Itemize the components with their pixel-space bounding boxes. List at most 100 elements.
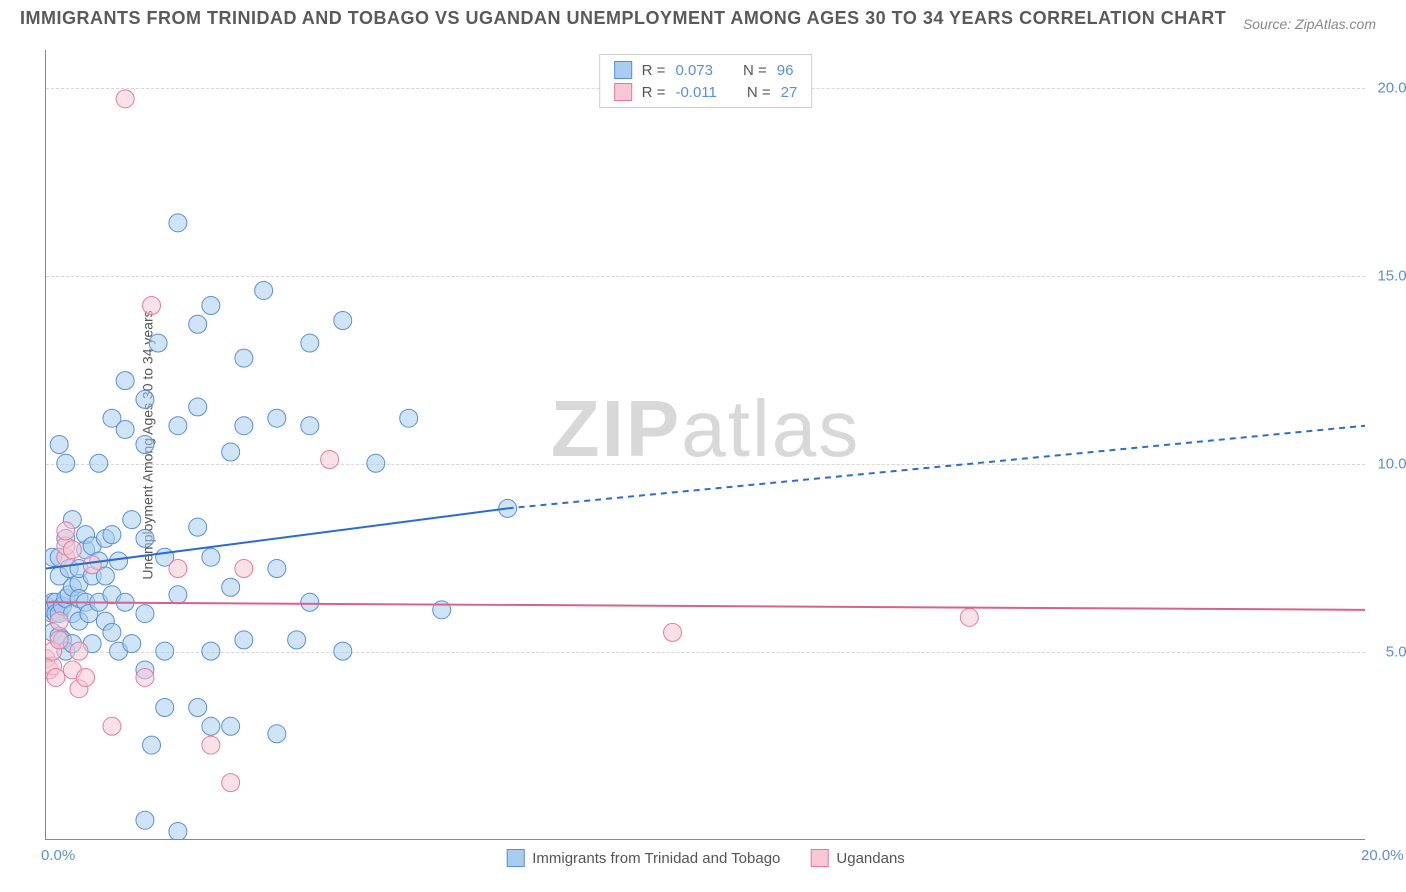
legend-n-label: N =: [743, 62, 767, 79]
scatter-point: [268, 409, 286, 427]
scatter-point: [136, 390, 154, 408]
scatter-point: [334, 312, 352, 330]
scatter-point: [189, 315, 207, 333]
scatter-point: [367, 454, 385, 472]
legend-series-label: Immigrants from Trinidad and Tobago: [532, 850, 780, 867]
scatter-point: [202, 736, 220, 754]
legend-r-value: 0.073: [675, 62, 713, 79]
chart-container: Unemployment Among Ages 30 to 34 years Z…: [45, 50, 1365, 840]
scatter-point: [90, 454, 108, 472]
scatter-point: [301, 417, 319, 435]
y-tick-label: 15.0%: [1377, 267, 1406, 284]
scatter-point: [222, 774, 240, 792]
scatter-point: [136, 529, 154, 547]
scatter-point: [222, 578, 240, 596]
scatter-point: [57, 454, 75, 472]
scatter-point: [301, 334, 319, 352]
scatter-point: [77, 668, 95, 686]
scatter-plot-svg: [46, 50, 1365, 839]
legend-swatch: [614, 83, 632, 101]
scatter-point: [202, 548, 220, 566]
legend-r-label: R =: [642, 62, 666, 79]
scatter-point: [156, 642, 174, 660]
scatter-point: [235, 559, 253, 577]
scatter-point: [169, 586, 187, 604]
x-tick-label: 20.0%: [1361, 847, 1404, 864]
scatter-point: [149, 334, 167, 352]
scatter-point: [268, 559, 286, 577]
source-attribution: Source: ZipAtlas.com: [1243, 16, 1376, 32]
scatter-point: [288, 631, 306, 649]
scatter-point: [202, 717, 220, 735]
scatter-point: [189, 398, 207, 416]
legend-r-value: -0.011: [675, 84, 716, 101]
scatter-point: [222, 443, 240, 461]
scatter-point: [189, 699, 207, 717]
legend-r-label: R =: [642, 84, 666, 101]
scatter-point: [321, 451, 339, 469]
legend-series-item: Immigrants from Trinidad and Tobago: [506, 849, 780, 867]
legend-n-value: 96: [777, 62, 794, 79]
regression-line-extrapolated: [508, 426, 1365, 509]
scatter-point: [156, 699, 174, 717]
scatter-point: [143, 296, 161, 314]
scatter-point: [110, 552, 128, 570]
scatter-point: [169, 822, 187, 839]
legend-swatch: [614, 61, 632, 79]
scatter-point: [268, 725, 286, 743]
scatter-point: [123, 511, 141, 529]
scatter-point: [169, 559, 187, 577]
scatter-point: [50, 631, 68, 649]
scatter-point: [960, 608, 978, 626]
scatter-point: [70, 642, 88, 660]
legend-series: Immigrants from Trinidad and Tobago Ugand…: [506, 849, 905, 867]
scatter-point: [664, 623, 682, 641]
scatter-point: [116, 420, 134, 438]
y-tick-label: 20.0%: [1377, 79, 1406, 96]
scatter-point: [103, 623, 121, 641]
chart-title: IMMIGRANTS FROM TRINIDAD AND TOBAGO VS U…: [20, 8, 1226, 29]
plot-area: ZIPatlas 5.0%10.0%15.0%20.0% R =0.073N =…: [45, 50, 1365, 840]
legend-correlation-row: R = 0.073 N = 96: [614, 59, 798, 81]
scatter-point: [400, 409, 418, 427]
scatter-point: [143, 736, 161, 754]
legend-series-item: Ugandans: [810, 849, 904, 867]
legend-n-value: 27: [781, 84, 798, 101]
scatter-point: [116, 372, 134, 390]
scatter-point: [136, 605, 154, 623]
scatter-point: [50, 612, 68, 630]
scatter-point: [116, 90, 134, 108]
y-tick-label: 10.0%: [1377, 455, 1406, 472]
scatter-point: [235, 417, 253, 435]
scatter-point: [189, 518, 207, 536]
scatter-point: [50, 436, 68, 454]
scatter-point: [83, 556, 101, 574]
regression-line: [46, 602, 1365, 610]
y-tick-label: 5.0%: [1386, 643, 1406, 660]
scatter-point: [103, 526, 121, 544]
scatter-point: [202, 642, 220, 660]
scatter-point: [169, 417, 187, 435]
scatter-point: [136, 668, 154, 686]
scatter-point: [63, 541, 81, 559]
legend-correlation-row: R = -0.011 N = 27: [614, 81, 798, 103]
legend-n-label: N =: [747, 84, 771, 101]
scatter-point: [255, 281, 273, 299]
scatter-point: [235, 349, 253, 367]
legend-swatch: [506, 849, 524, 867]
scatter-point: [47, 668, 65, 686]
legend-swatch: [810, 849, 828, 867]
scatter-point: [334, 642, 352, 660]
scatter-point: [169, 214, 187, 232]
scatter-point: [235, 631, 253, 649]
scatter-point: [222, 717, 240, 735]
legend-correlation-box: R = 0.073 N = 96 R = -0.011 N = 27: [599, 54, 813, 108]
scatter-point: [301, 593, 319, 611]
scatter-point: [57, 522, 75, 540]
legend-series-label: Ugandans: [836, 850, 904, 867]
scatter-point: [136, 811, 154, 829]
scatter-point: [202, 296, 220, 314]
x-tick-label: 0.0%: [41, 847, 75, 864]
scatter-point: [123, 635, 141, 653]
scatter-point: [103, 717, 121, 735]
